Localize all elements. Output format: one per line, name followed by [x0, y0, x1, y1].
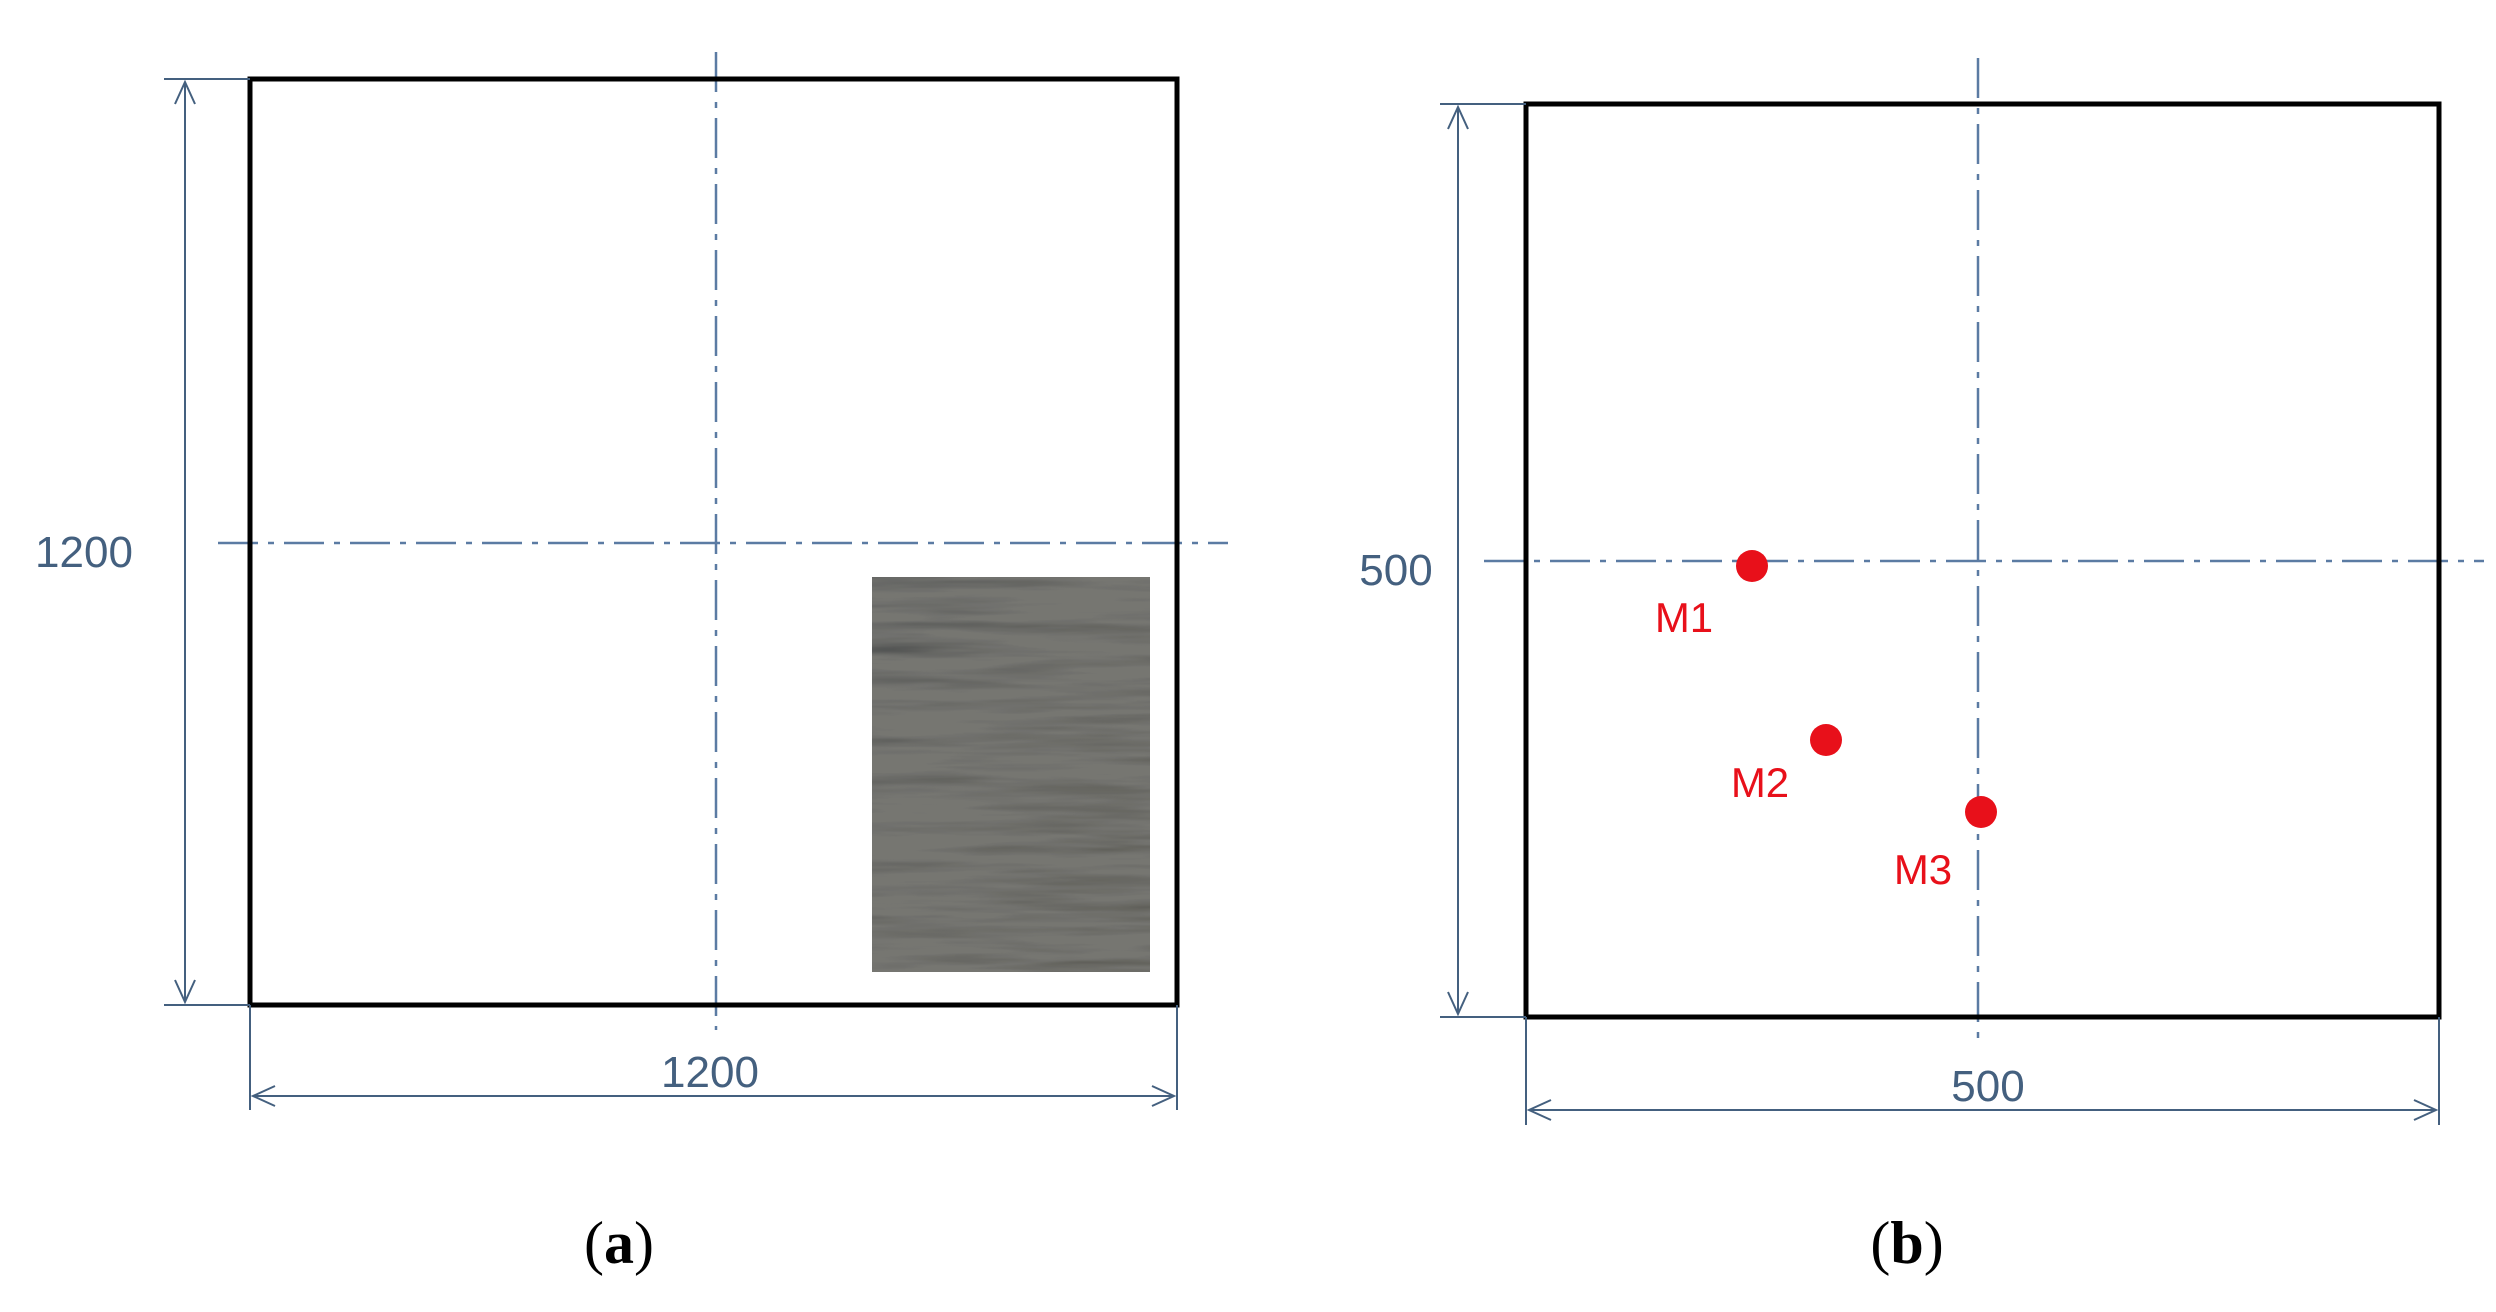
dimension-arrow-up-a: [174, 79, 196, 105]
measurement-point-m1: [1736, 550, 1768, 582]
panel-b: 500 500 M1 M2 M3 (b): [1359, 58, 2484, 1276]
dimension-label-vertical-b: 500: [1359, 546, 1432, 595]
measurement-label-m1: M1: [1655, 594, 1713, 641]
measurement-label-m2: M2: [1731, 759, 1789, 806]
dimension-arrow-right-a: [1151, 1085, 1177, 1107]
dimension-arrow-down-a: [174, 979, 196, 1005]
dimension-label-horizontal-b: 500: [1951, 1062, 2024, 1111]
measurement-point-m2: [1810, 724, 1842, 756]
dimension-label-vertical-a: 1200: [35, 528, 133, 577]
plate-outline-b: [1523, 101, 2442, 1020]
panel-a: 1200 1200 (a): [35, 52, 1228, 1276]
dimension-arrow-left-a: [250, 1085, 276, 1107]
caption-a: (a): [584, 1210, 654, 1276]
measurement-point-m3: [1965, 796, 1997, 828]
dimension-arrow-right-b: [2413, 1099, 2439, 1121]
dimension-arrow-up-b: [1447, 104, 1469, 130]
caption-b: (b): [1870, 1210, 1943, 1276]
dimension-label-horizontal-a: 1200: [661, 1048, 759, 1097]
dimension-arrow-down-b: [1447, 991, 1469, 1017]
measurement-label-m3: M3: [1894, 846, 1952, 893]
plate-outline-a: [247, 76, 1180, 1008]
sample-photo-icon: [872, 577, 1150, 972]
dimension-arrow-left-b: [1526, 1099, 1552, 1121]
